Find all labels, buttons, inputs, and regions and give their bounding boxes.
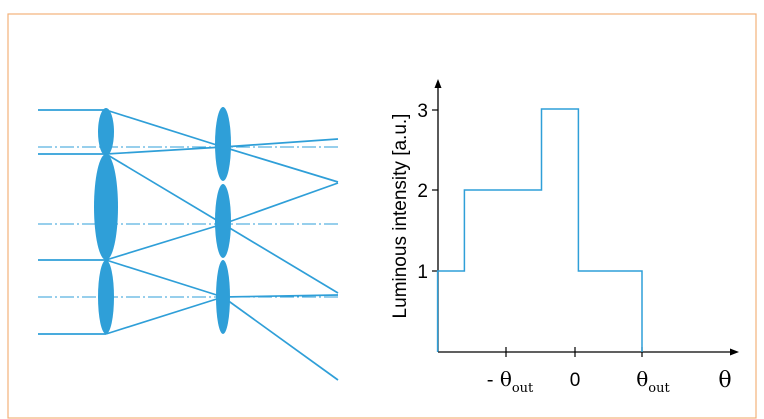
outgoing-ray [222,182,339,225]
intensity-step-curve [436,108,643,352]
outgoing-ray [222,294,339,298]
ray-segment [105,146,224,155]
y-tick-label-2: 2 [417,181,428,202]
y-tick-label-3: 3 [417,101,428,122]
outgoing-ray [222,296,339,381]
x-axis-arrowhead [730,348,739,356]
x-tick-label-prefix: - θ [487,367,512,391]
ray-segment [105,153,224,225]
lens-array-2-lens-middle [215,184,231,258]
lens-array-1-lens-middle [94,154,118,260]
x-tick-label-zero: 0 [570,370,581,391]
outgoing-ray [222,138,339,148]
ray-segment [105,109,224,148]
lens-array-1-lens-bottom [98,260,114,334]
intensity-plot: Luminous intensity [a.u.] 1 2 3 - θout 0… [390,79,739,396]
x-axis-label: θ [718,368,731,393]
figure-frame [7,13,757,419]
x-tick-label-subscript: out [648,381,670,396]
y-tick-label-1: 1 [417,262,428,283]
lens-array-1-lens-top [98,108,114,156]
y-axis-arrowhead [434,79,442,88]
lens-array-diagram [38,107,340,381]
x-tick-label-theta-out: θout [636,367,670,396]
ray-segment [105,223,224,261]
x-tick-label-subscript: out [512,381,534,396]
x-tick-label-prefix: θ [636,367,648,391]
outgoing-ray [222,146,339,183]
lens-array-2-lens-top [215,107,231,181]
outgoing-ray [222,223,339,294]
lens-array-2-lens-bottom [216,260,230,334]
ray-segment [105,259,224,298]
y-axis-label: Luminous intensity [a.u.] [390,114,411,319]
ray-segment [105,296,224,335]
x-tick-label-minus-theta-out: - θout [487,367,534,396]
